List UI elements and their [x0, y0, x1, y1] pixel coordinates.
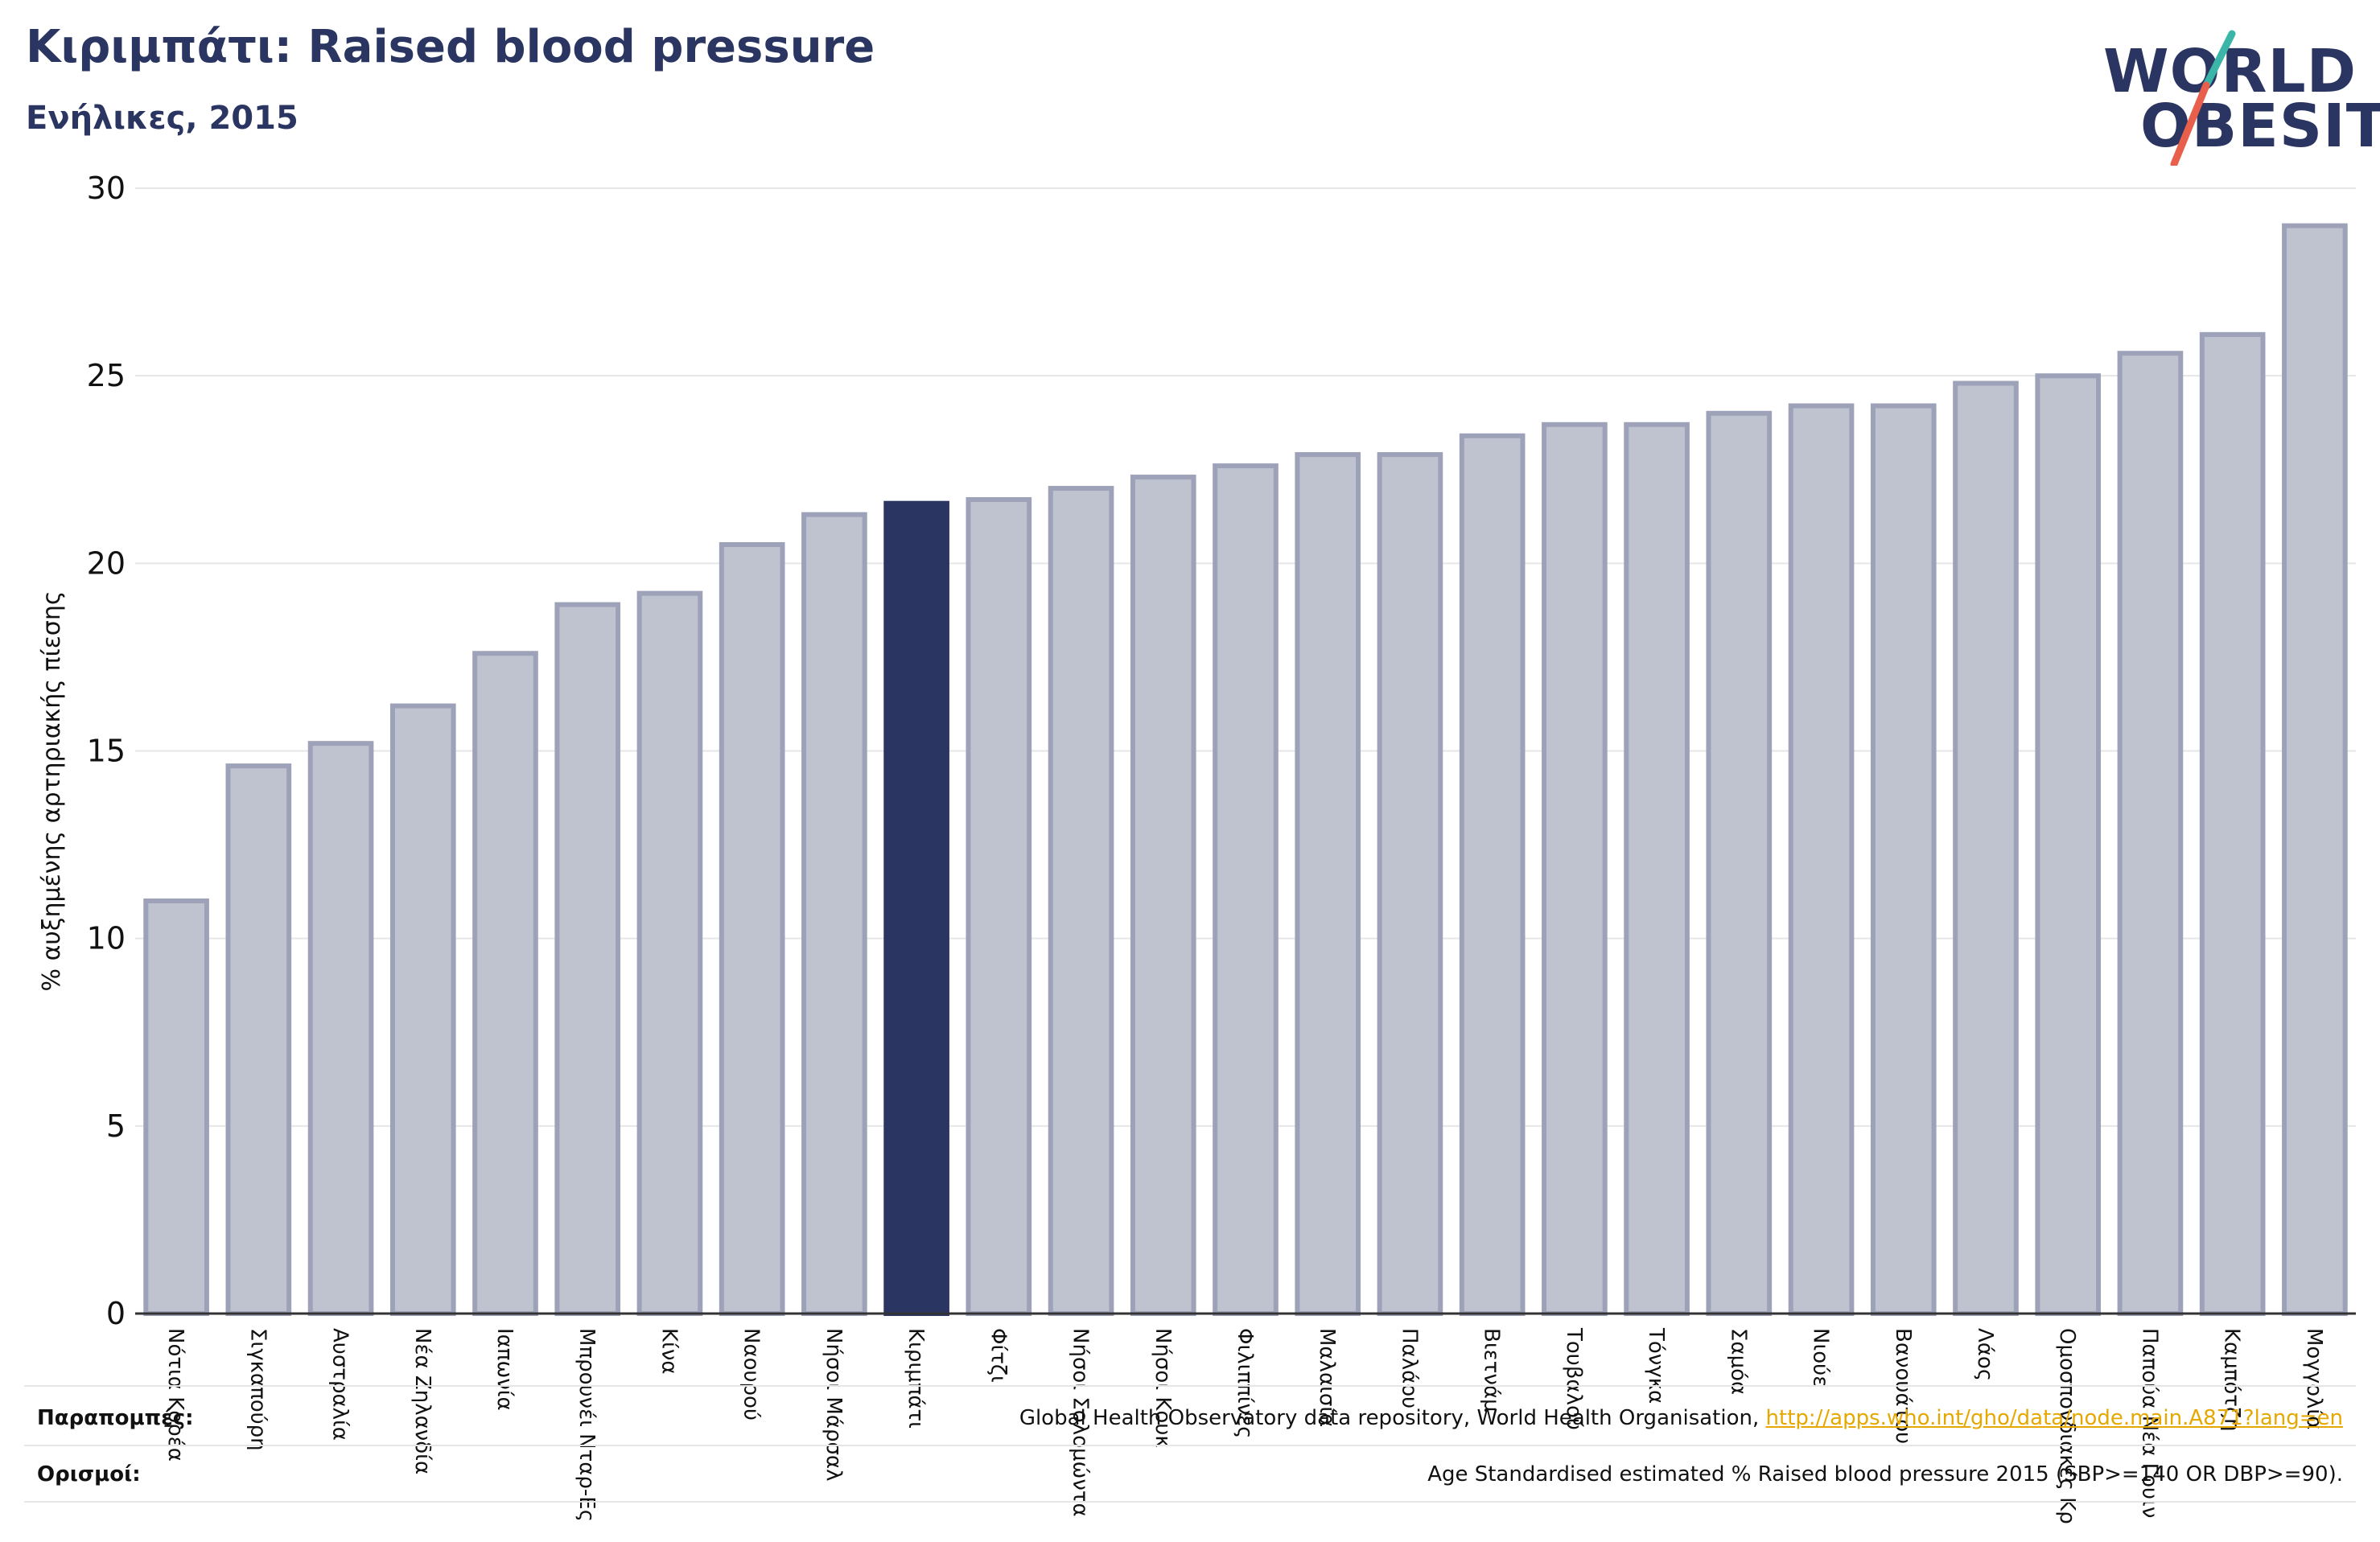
bar [1213, 463, 1279, 1316]
y-axis-label: % αυξημένης αρτηριακής πίεσης [38, 591, 66, 992]
y-tick-label: 10 [87, 921, 126, 956]
bar [1459, 433, 1526, 1316]
references-source: Global Health Observatory data repositor… [1019, 1406, 1766, 1430]
y-tick-label: 25 [87, 358, 126, 393]
bar [1542, 421, 1608, 1316]
bar [883, 500, 949, 1316]
y-tick-label: 30 [87, 171, 126, 206]
x-tick-label: Τουβαλού [1562, 1327, 1586, 1430]
definitions-text: Age Standardised estimated % Raised bloo… [1427, 1462, 2343, 1486]
x-tick-label: Κιριμπάτι [904, 1328, 928, 1429]
footer-divider [24, 1501, 2356, 1503]
x-tick-label: Κίνα [657, 1328, 681, 1375]
bar [1130, 475, 1196, 1316]
bar [472, 651, 538, 1316]
bar [719, 542, 785, 1316]
world-obesity-logo: WORLD OBESITY [2092, 24, 2380, 169]
bar [636, 590, 703, 1316]
bar [2199, 331, 2266, 1316]
x-tick-label: Νότια Κορέα [163, 1328, 187, 1462]
bar [2035, 373, 2102, 1317]
x-tick-label: Νήσοι Σολομώντα [1069, 1328, 1093, 1517]
y-tick-label: 15 [87, 734, 126, 769]
footer-divider [24, 1385, 2356, 1387]
x-tick-label: Νήσοι Κουκ [1151, 1328, 1175, 1448]
x-tick-label: Φίτζι [986, 1328, 1010, 1383]
x-tick-label: Ομοσπονδιακές Κρ [2055, 1328, 2079, 1524]
references-text: Global Health Observatory data repositor… [1019, 1406, 2343, 1430]
x-tick-label: Βιετνάμ [1480, 1328, 1504, 1412]
references-link[interactable]: http://apps.who.int/gho/data/node.main.A… [1765, 1406, 2343, 1430]
logo-word-world: WORLD [2103, 37, 2357, 106]
bar [554, 602, 621, 1316]
bar [143, 898, 209, 1316]
bar [2282, 223, 2348, 1317]
definitions-label: Ορισμοί: [37, 1462, 141, 1486]
x-tick-label: Νιούε [1809, 1328, 1833, 1387]
y-tick-label: 0 [106, 1296, 126, 1331]
x-tick-label: Παπούα Νέα Γουιν [2137, 1328, 2161, 1518]
bar [1295, 452, 1361, 1316]
x-tick-label: Μαλαισία [1315, 1328, 1339, 1427]
bar [2117, 351, 2184, 1317]
x-tick-label: Φιλιππίνες [1233, 1328, 1257, 1438]
x-tick-label: Νήσοι Μάρσαλ [821, 1328, 846, 1481]
logo-slash-icon [2170, 30, 2236, 166]
x-tick-label: Σαμόα [1726, 1328, 1750, 1395]
x-tick-label: Καμπότζη [2220, 1328, 2244, 1432]
y-tick-label: 5 [106, 1108, 126, 1144]
bar [1706, 410, 1773, 1316]
bar [225, 763, 292, 1316]
chart-subtitle: Ενήλικες, 2015 [26, 100, 299, 137]
bar [1788, 403, 1855, 1316]
bar [1048, 486, 1114, 1316]
footer-divider [24, 1445, 2356, 1446]
bar [1870, 403, 1937, 1316]
x-tick-label: Μπρουνέι Νταρ-Ες [574, 1328, 599, 1522]
bar [801, 512, 867, 1316]
bar [1953, 380, 2019, 1317]
bar [307, 741, 374, 1316]
bar [1377, 452, 1443, 1316]
x-tick-label: Τόνγκα [1644, 1327, 1668, 1404]
chart-title: Κιριμπάτι: Raised blood pressure [26, 21, 875, 73]
y-tick-label: 20 [87, 545, 126, 581]
x-tick-label: Ναουρού [739, 1328, 764, 1421]
bar [389, 703, 456, 1316]
references-label: Παραπομπές: [37, 1406, 194, 1430]
x-tick-label: Λάος [1973, 1328, 1997, 1381]
bar [966, 497, 1032, 1316]
x-tick-label: Αυστραλία [328, 1328, 352, 1441]
x-tick-label: Ιαπωνία [492, 1328, 517, 1411]
x-tick-label: Παλάου [1397, 1328, 1421, 1408]
x-tick-label: Σιγκαπούρη [245, 1328, 270, 1451]
x-tick-label: Νέα Ζηλανδία [410, 1328, 434, 1474]
bar [1624, 421, 1690, 1316]
x-tick-label: Μογγολία [2302, 1328, 2326, 1429]
